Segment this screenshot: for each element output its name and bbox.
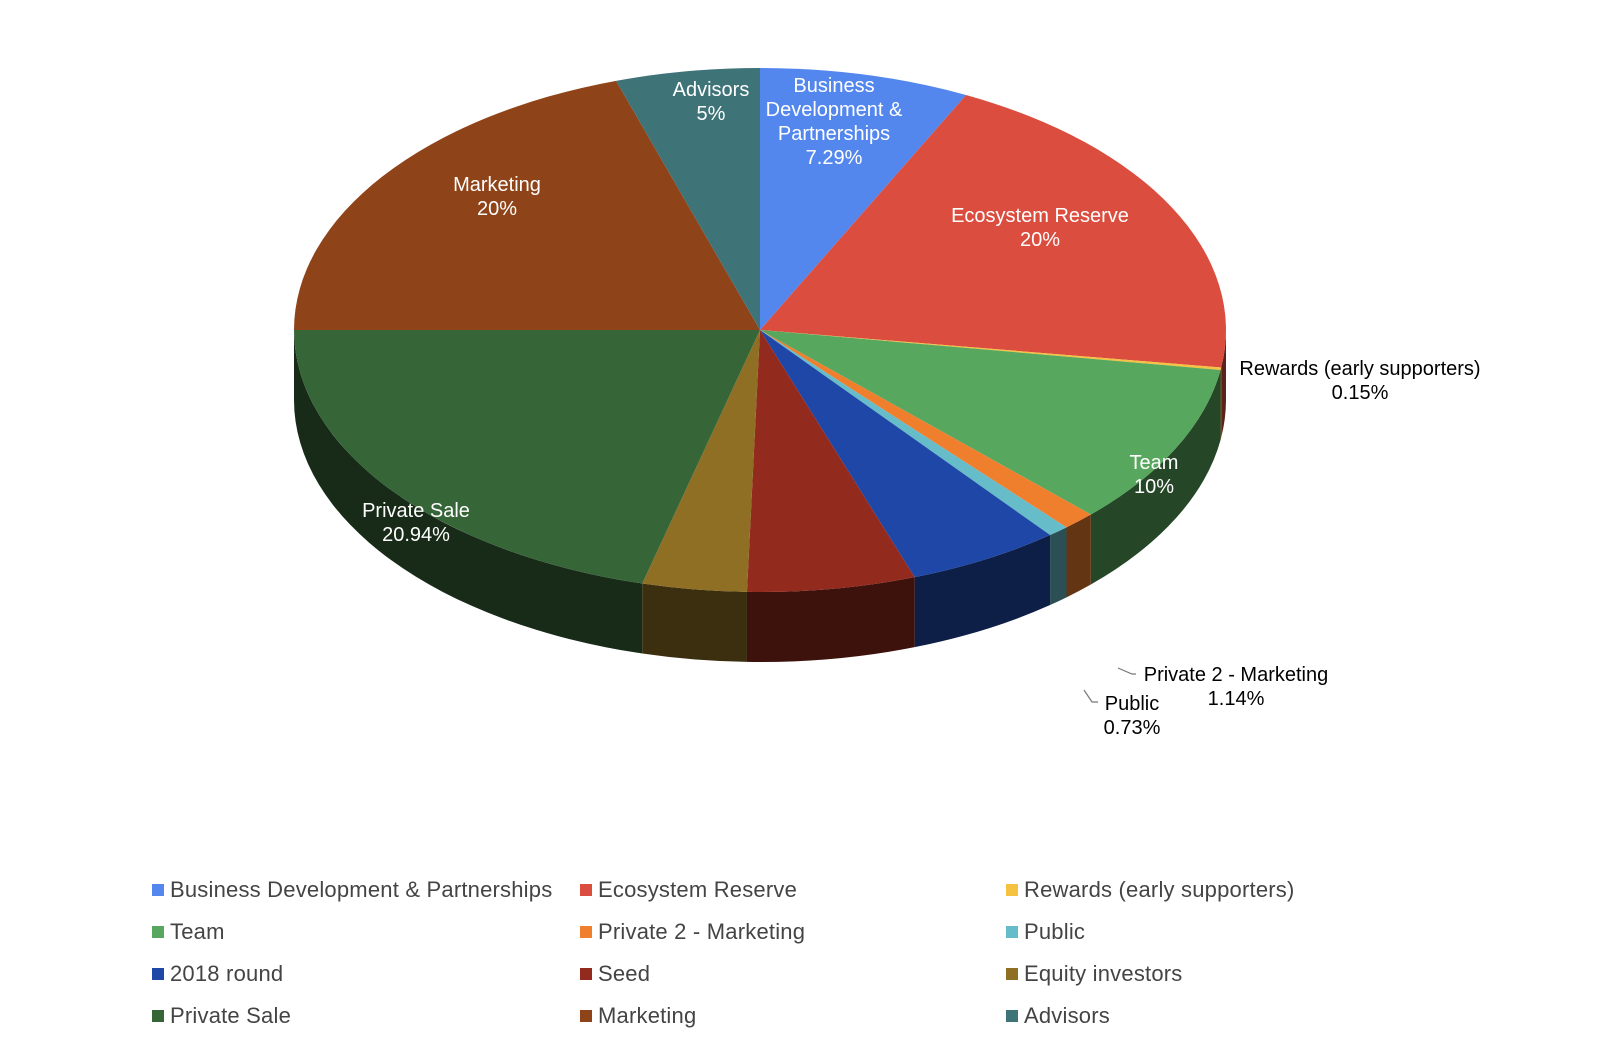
legend-item: Rewards (early supporters) [1006,876,1295,904]
leader-line-6 [1083,689,1098,703]
legend-swatch [580,968,592,980]
slice-label-4: Team 10% [1130,452,1179,498]
legend-label: Business Development & Partnerships [170,877,553,902]
legend-label: Marketing [598,1003,697,1028]
pie-top-group [293,68,1227,593]
pie-slice-1 [760,68,967,330]
pie-side-6 [1050,527,1067,606]
slice-label-1: Business Development & Partnerships 7.29% [766,75,903,169]
legend-label: Team [170,919,225,944]
slice-label-3: Rewards (early supporters) 0.15% [1239,358,1480,404]
legend-swatch [152,884,164,896]
pie-side-3 [1220,367,1222,440]
legend-swatch [1006,926,1018,938]
legend-item: Private Sale [152,1002,291,1030]
legend-swatch [1006,884,1018,896]
pie-side-7 [914,535,1051,648]
pie-slice-8 [746,330,915,593]
legend-item: Seed [580,960,650,988]
legend-swatch [1006,1010,1018,1022]
legend-item: Public [1006,918,1085,946]
legend-label: Rewards (early supporters) [1024,877,1295,902]
pie-side-10 [294,330,643,654]
chart-legend: Business Development & Partnerships Ecosy… [0,872,1600,1052]
slice-label-11: Marketing 20% [453,174,541,220]
legend-label: Seed [598,961,651,986]
legend-label: Public [1024,919,1086,944]
slice-label-9: Equity investors 3.62% [618,663,759,709]
legend-label: Advisors [1024,1003,1110,1028]
pie-side-8 [746,577,915,662]
legend-label: 2018 round [170,961,284,986]
legend-swatch [152,926,164,938]
pie-slice-3 [760,330,1222,370]
pie-side-9 [642,583,747,662]
legend-item: Business Development & Partnerships [152,876,552,904]
slice-label-6: Public 0.73% [1104,693,1161,739]
legend-item: Equity investors [1006,960,1183,988]
leader-line-5 [1117,667,1136,675]
legend-swatch [1006,968,1018,980]
legend-item: 2018 round [152,960,283,988]
pie-slice-10 [293,329,760,584]
legend-swatch [580,926,592,938]
pie-slice-12 [616,68,760,330]
pie-slice-7 [760,330,1051,578]
legend-swatch [580,1010,592,1022]
legend-label: Private Sale [170,1003,292,1028]
legend-swatch [152,968,164,980]
legend-item: Ecosystem Reserve [580,876,797,904]
pie-side-5 [1066,514,1091,598]
pie-side-2 [1221,330,1226,438]
pie-slice-4 [760,330,1221,515]
slice-label-7: 2018 round 5.31% [961,636,1062,682]
slice-label-12: Advisors 5% [673,79,750,125]
slice-label-5: Private 2 - Marketing 1.14% [1144,664,1329,710]
legend-label: Equity investors [1024,961,1183,986]
legend-item: Private 2 - Marketing [580,918,805,946]
pie-slice-9 [642,330,760,592]
data-labels: Business Development & Partnerships 7.29% Ec… [362,75,1481,739]
pie-side-4 [1090,369,1221,585]
pie-slice-11 [294,80,760,330]
legend-item: Advisors [1006,1002,1110,1030]
slice-label-2: Ecosystem Reserve 20% [951,205,1129,251]
legend-swatch [580,884,592,896]
legend-swatch [152,1010,164,1022]
legend-label: Private 2 - Marketing [598,919,806,944]
pie-slice-2 [760,95,1227,368]
pie-side-group [294,330,1226,662]
pie-chart: Business Development & Partnerships 7.29% Ec… [293,68,1481,739]
slice-label-10: Private Sale 20.94% [362,500,470,546]
slice-label-8: Seed 5.83% [806,663,863,709]
pie-slice-5 [760,330,1091,528]
legend-item: Team [152,918,225,946]
legend-label: Ecosystem Reserve [598,877,798,902]
pie-slice-6 [760,330,1067,536]
legend-item: Marketing [580,1002,696,1030]
